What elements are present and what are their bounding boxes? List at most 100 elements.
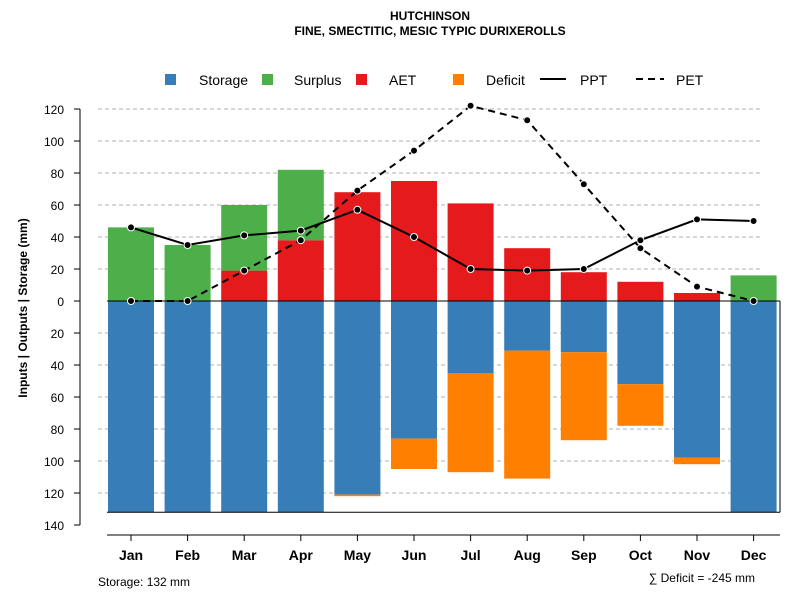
legend-swatch-aet xyxy=(356,74,367,85)
axes xyxy=(79,109,780,536)
x-tick-label: Jul xyxy=(460,547,480,563)
x-tick-label: Nov xyxy=(684,547,711,563)
chart-title: HUTCHINSON xyxy=(390,9,470,23)
point-pet xyxy=(353,186,362,195)
ticks: 120 100 80 60 40 20 0 20 40 60 80 100 120 140 Jan Feb Ma… xyxy=(44,103,767,563)
chart-subtitle: FINE, SMECTITIC, MESIC TYPIC DURIXEROLLS xyxy=(294,24,565,38)
point-ppt xyxy=(693,215,701,224)
bar-deficit xyxy=(617,384,664,426)
y-tick-label: 100 xyxy=(44,455,64,469)
y-tick-label: 40 xyxy=(51,231,65,245)
point-ppt xyxy=(749,217,758,225)
point-pet xyxy=(693,282,701,291)
bar-deficit xyxy=(391,438,437,469)
legend-label-storage: Storage xyxy=(199,72,248,88)
point-ppt xyxy=(523,266,532,275)
x-tick-label: Oct xyxy=(629,547,653,563)
point-ppt xyxy=(127,223,135,232)
point-pet xyxy=(579,180,588,189)
bar-storage xyxy=(334,301,381,495)
point-ppt xyxy=(636,236,645,245)
point-ppt xyxy=(353,205,362,214)
line-pet xyxy=(131,104,754,302)
point-pet xyxy=(183,297,192,305)
bar-storage xyxy=(730,301,777,513)
bar-storage xyxy=(617,301,664,385)
bar-storage xyxy=(221,301,268,513)
bar-storage xyxy=(108,301,154,513)
bar-storage xyxy=(447,301,494,373)
bar-aet xyxy=(277,240,324,301)
point-pet xyxy=(240,266,249,275)
bar-aet xyxy=(221,270,268,301)
x-tick-label: Jan xyxy=(119,547,143,563)
y-tick-label: 0 xyxy=(57,295,64,309)
x-tick-label: Apr xyxy=(289,547,314,563)
point-ppt xyxy=(240,231,249,240)
point-ppt xyxy=(579,265,588,273)
bar-aet xyxy=(674,293,720,301)
x-tick-label: Feb xyxy=(175,547,200,563)
x-tick-label: Aug xyxy=(514,547,541,563)
x-tick-label: Jun xyxy=(402,547,427,563)
bar-aet xyxy=(447,203,494,301)
legend-label-deficit: Deficit xyxy=(486,72,525,88)
x-tick-label: Dec xyxy=(741,547,767,563)
x-tick-label: Mar xyxy=(232,547,257,563)
legend-swatch-surplus xyxy=(262,74,273,85)
point-pet xyxy=(127,297,135,305)
y-tick-label: 120 xyxy=(44,103,64,117)
bar-storage xyxy=(391,301,437,439)
y-tick-label: 80 xyxy=(51,423,65,437)
legend-label-pet: PET xyxy=(676,72,704,88)
y-tick-label: 100 xyxy=(44,135,64,149)
legend-swatch-deficit xyxy=(453,74,464,85)
y-tick-label: 120 xyxy=(44,487,64,501)
legend-label-ppt: PPT xyxy=(580,72,608,88)
point-pet xyxy=(523,116,532,125)
bar-deficit xyxy=(334,494,381,497)
bar-surplus xyxy=(108,227,154,301)
bar-surplus xyxy=(730,275,777,301)
x-tick-label: Sep xyxy=(571,547,597,563)
deficit-note: ∑ Deficit = -245 mm xyxy=(649,571,755,585)
bar-deficit xyxy=(447,373,494,473)
bar-deficit xyxy=(674,457,720,465)
y-tick-label: 60 xyxy=(51,199,65,213)
storage-note: Storage: 132 mm xyxy=(98,575,190,589)
legend: Storage Surplus AET Deficit PPT PET xyxy=(165,72,704,88)
y-axis-label: Inputs | Outputs | Storage (mm) xyxy=(16,218,30,397)
point-ppt xyxy=(296,226,305,235)
point-pet xyxy=(296,236,305,245)
point-pet xyxy=(410,146,418,155)
bar-storage xyxy=(164,301,211,513)
legend-swatch-storage xyxy=(165,74,176,85)
y-tick-label: 80 xyxy=(51,167,65,181)
bar-aet xyxy=(560,272,607,301)
y-tick-label: 40 xyxy=(51,359,65,373)
bar-aet xyxy=(617,281,664,301)
bar-deficit xyxy=(560,352,607,441)
y-tick-label: 140 xyxy=(44,519,64,533)
bars xyxy=(107,169,781,513)
point-ppt xyxy=(183,241,192,249)
y-tick-label: 20 xyxy=(51,327,65,341)
lines xyxy=(127,101,758,305)
bar-storage xyxy=(504,301,551,351)
bar-storage xyxy=(277,301,324,513)
point-ppt xyxy=(466,265,475,273)
y-tick-label: 20 xyxy=(51,263,65,277)
x-tick-label: May xyxy=(344,547,371,563)
bar-storage xyxy=(674,301,720,458)
bar-storage xyxy=(560,301,607,353)
point-pet xyxy=(749,297,758,305)
point-pet xyxy=(466,101,475,110)
line-ppt xyxy=(130,208,754,272)
legend-label-surplus: Surplus xyxy=(294,72,341,88)
bar-deficit xyxy=(504,350,551,479)
legend-label-aet: AET xyxy=(389,72,417,88)
y-tick-label: 60 xyxy=(51,391,65,405)
point-pet xyxy=(636,244,645,253)
point-ppt xyxy=(410,233,418,241)
